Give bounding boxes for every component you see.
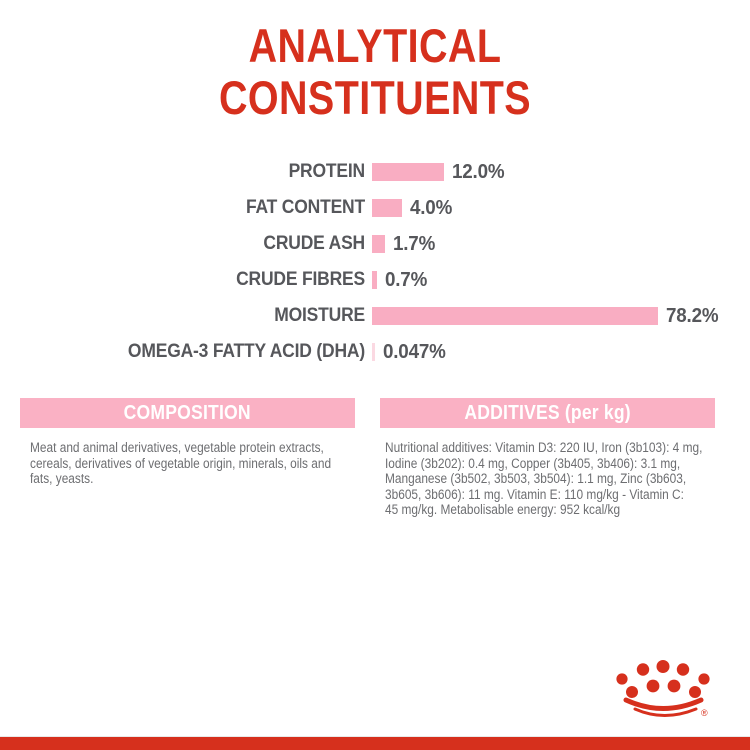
additives-header-band: ADDITIVES (per kg) — [380, 398, 715, 428]
row-value: 12.0% — [452, 160, 505, 183]
chart-row-crude-fibres: CRUDE FIBRES 0.7% — [0, 262, 750, 298]
bar — [372, 343, 375, 361]
row-value: 1.7% — [393, 232, 436, 255]
royal-canin-crown-logo-icon: ® — [616, 660, 710, 718]
bar — [372, 235, 385, 253]
chart-row-fat-content: FAT CONTENT 4.0% — [0, 190, 750, 226]
row-label: FAT CONTENT — [245, 197, 365, 218]
chart-row-omega-3: OMEGA-3 FATTY ACID (DHA) 0.047% — [0, 334, 750, 370]
chart-row-protein: PROTEIN 12.0% — [0, 154, 750, 190]
row-label: PROTEIN — [288, 161, 366, 182]
page-title-line-1: ANALYTICAL — [248, 19, 502, 72]
chart-row-moisture: MOISTURE 78.2% — [0, 298, 750, 334]
registered-trademark-icon: ® — [701, 708, 708, 718]
analytical-constituents-chart: PROTEIN 12.0% FAT CONTENT 4.0% CRUDE ASH… — [0, 154, 750, 370]
additives-header-label: ADDITIVES (per kg) — [464, 401, 631, 424]
row-value: 4.0% — [410, 196, 453, 219]
bar — [372, 199, 402, 217]
row-value: 78.2% — [666, 304, 719, 327]
row-label: CRUDE FIBRES — [236, 269, 365, 290]
chart-row-crude-ash: CRUDE ASH 1.7% — [0, 226, 750, 262]
bar — [372, 271, 377, 289]
bottom-red-band — [0, 736, 750, 750]
row-label: CRUDE ASH — [263, 233, 365, 254]
composition-header-band: COMPOSITION — [20, 398, 355, 428]
page-title: ANALYTICAL CONSTITUENTS — [0, 20, 750, 124]
composition-header-label: COMPOSITION — [123, 401, 252, 424]
row-value: 0.047% — [383, 340, 446, 363]
bar — [372, 163, 444, 181]
composition-text: Meat and animal derivatives, vegetable p… — [30, 440, 332, 487]
bar — [372, 307, 658, 325]
row-value: 0.7% — [385, 268, 428, 291]
section-headers: COMPOSITION ADDITIVES (per kg) — [20, 398, 715, 428]
page-title-line-2: CONSTITUENTS — [218, 71, 532, 124]
additives-text: Nutritional additives: Vitamin D3: 220 I… — [385, 440, 703, 518]
row-label: OMEGA-3 FATTY ACID (DHA) — [127, 341, 365, 362]
row-label: MOISTURE — [274, 305, 365, 326]
